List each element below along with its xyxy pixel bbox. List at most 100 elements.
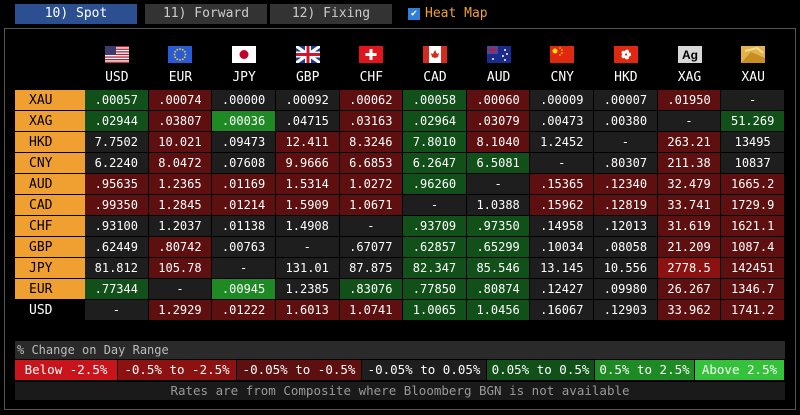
flag-icon bbox=[359, 46, 384, 63]
rate-cell: .00036 bbox=[212, 111, 276, 132]
rate-cell: 6.2647 bbox=[403, 153, 467, 174]
rate-cell: .00060 bbox=[466, 90, 531, 111]
flag bbox=[613, 46, 638, 63]
rate-cell: .83076 bbox=[339, 279, 404, 300]
rate-cell: .16067 bbox=[530, 300, 595, 321]
rate-cell: .03079 bbox=[466, 111, 531, 132]
column-header: XAG bbox=[677, 70, 702, 85]
flag-icon bbox=[486, 46, 511, 63]
row-header: EUR bbox=[15, 279, 85, 300]
icon-text: Ag bbox=[682, 48, 698, 62]
rate-cell: 1087.4 bbox=[721, 237, 785, 258]
rate-cell: 1.2452 bbox=[530, 132, 595, 153]
rate-cell: .03163 bbox=[339, 111, 404, 132]
heat-map-checkbox[interactable]: ✔ bbox=[408, 8, 420, 20]
row-header: USD bbox=[15, 300, 85, 321]
flag bbox=[550, 46, 575, 63]
rate-cell: .62857 bbox=[403, 237, 467, 258]
rate-cell: .01222 bbox=[212, 300, 276, 321]
rate-cell: .15365 bbox=[530, 174, 595, 195]
rate-cell: 1621.1 bbox=[721, 216, 785, 237]
rate-cell: 1.0741 bbox=[339, 300, 404, 321]
column-header: CNY bbox=[550, 70, 574, 85]
rate-cell: .67077 bbox=[339, 237, 404, 258]
rate-cell: 1.6013 bbox=[275, 300, 340, 321]
rate-cell: .00000 bbox=[212, 90, 276, 111]
row-header: AUD bbox=[15, 174, 85, 195]
flag bbox=[168, 46, 193, 63]
rate-cell: 263.21 bbox=[657, 132, 722, 153]
rate-cell: 142451 bbox=[721, 258, 785, 279]
rate-cell: 9.9666 bbox=[275, 153, 340, 174]
tab[interactable]: 12) Fixing bbox=[270, 4, 392, 24]
rate-cell: - bbox=[275, 237, 340, 258]
rate-cell: .00092 bbox=[275, 90, 340, 111]
rate-cell: .14958 bbox=[530, 216, 595, 237]
flag bbox=[295, 46, 320, 63]
rate-cell: .01169 bbox=[212, 174, 276, 195]
rate-cell: 33.741 bbox=[657, 195, 722, 216]
rate-cell: 131.01 bbox=[275, 258, 340, 279]
rate-cell: 1729.9 bbox=[721, 195, 785, 216]
flag-icon bbox=[295, 46, 320, 63]
rate-cell: 1.2385 bbox=[275, 279, 340, 300]
rate-cell: .09473 bbox=[212, 132, 276, 153]
rate-cell: 21.209 bbox=[657, 237, 722, 258]
rate-cell: 85.546 bbox=[466, 258, 531, 279]
column-header: HKD bbox=[614, 70, 638, 85]
heat-map-label[interactable]: Heat Map bbox=[425, 6, 488, 21]
rate-cell: 1741.2 bbox=[721, 300, 785, 321]
rate-cell: 81.812 bbox=[85, 258, 149, 279]
rate-cell: .10034 bbox=[530, 237, 595, 258]
column-header: CAD bbox=[423, 70, 447, 85]
rate-cell: 2778.5 bbox=[657, 258, 722, 279]
flag-icon bbox=[104, 46, 129, 63]
flag bbox=[741, 46, 766, 63]
rate-cell: 1665.2 bbox=[721, 174, 785, 195]
rate-cell: - bbox=[466, 174, 531, 195]
rate-cell: 105.78 bbox=[148, 258, 213, 279]
rate-cell: - bbox=[721, 90, 785, 111]
rate-cell: .01138 bbox=[212, 216, 276, 237]
flag-icon bbox=[741, 46, 766, 63]
legend-item: -0.5% to -2.5% bbox=[118, 360, 237, 380]
flag: Ag bbox=[677, 46, 702, 63]
rate-cell: 1.0456 bbox=[466, 300, 531, 321]
rate-cell: .03807 bbox=[148, 111, 213, 132]
row-header: GBP bbox=[15, 237, 85, 258]
rate-cell: .95635 bbox=[85, 174, 149, 195]
rate-cell: .96260 bbox=[403, 174, 467, 195]
row-header: CAD bbox=[15, 195, 85, 216]
rate-cell: - bbox=[148, 279, 213, 300]
rate-cell: .80742 bbox=[148, 237, 213, 258]
row-header: XAU bbox=[15, 90, 85, 111]
rate-cell: 31.619 bbox=[657, 216, 722, 237]
rate-cell: 211.38 bbox=[657, 153, 722, 174]
rate-cell: .00009 bbox=[530, 90, 595, 111]
rate-cell: 13.145 bbox=[530, 258, 595, 279]
footer-note: Rates are from Composite where Bloomberg… bbox=[15, 382, 785, 400]
legend-item: -0.05% to -0.5% bbox=[237, 360, 362, 380]
legend-item: 0.5% to 2.5% bbox=[595, 360, 695, 380]
rate-cell: 33.962 bbox=[657, 300, 722, 321]
rate-cell: .00062 bbox=[339, 90, 404, 111]
rate-cell: .00074 bbox=[148, 90, 213, 111]
rate-cell: .93709 bbox=[403, 216, 467, 237]
row-header: XAG bbox=[15, 111, 85, 132]
column-header: GBP bbox=[295, 70, 320, 85]
rate-cell: .09980 bbox=[594, 279, 658, 300]
rate-cell: 1346.7 bbox=[721, 279, 785, 300]
rate-cell: 1.0388 bbox=[466, 195, 531, 216]
legend-item: Above 2.5% bbox=[695, 360, 785, 380]
rate-cell: .07608 bbox=[212, 153, 276, 174]
rate-cell: .12340 bbox=[594, 174, 658, 195]
rate-cell: - bbox=[594, 132, 658, 153]
tab[interactable]: 11) Forward bbox=[145, 4, 267, 24]
tab[interactable]: 10) Spot bbox=[15, 4, 137, 24]
rate-cell: 1.0272 bbox=[339, 174, 404, 195]
flag-icon bbox=[550, 46, 575, 63]
rate-cell: .01950 bbox=[657, 90, 722, 111]
rate-cell: .00057 bbox=[85, 90, 149, 111]
rate-cell: 7.7502 bbox=[85, 132, 149, 153]
